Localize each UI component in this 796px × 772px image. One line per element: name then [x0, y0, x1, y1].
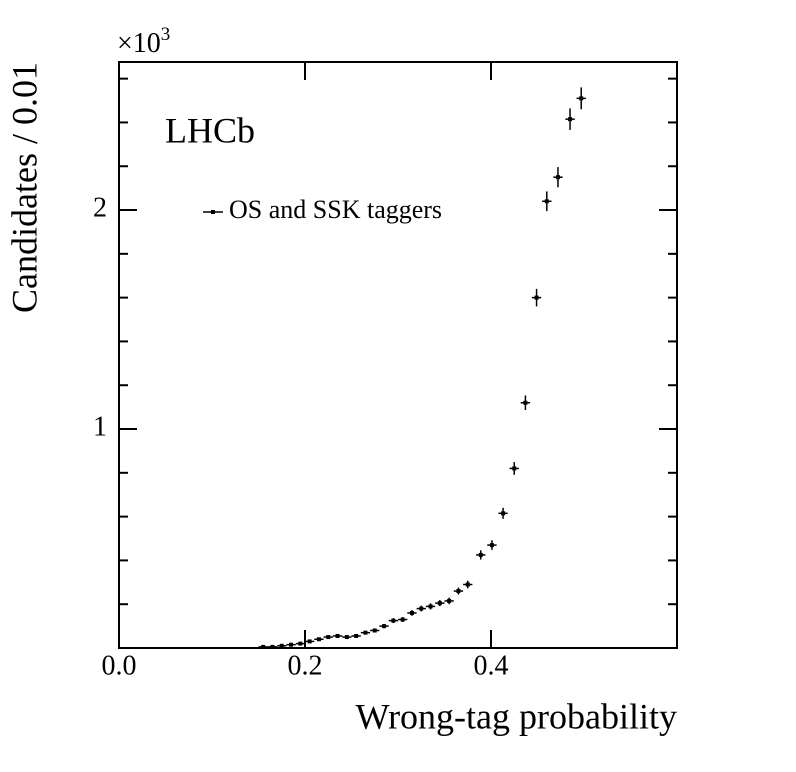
plot-frame — [118, 61, 678, 649]
y-tick-label: 2 — [93, 192, 107, 223]
data-point — [409, 610, 414, 615]
data-point — [279, 643, 284, 648]
legend-label: OS and SSK taggers — [229, 195, 442, 224]
x-tick-label: 0.0 — [102, 650, 137, 681]
data-point — [363, 630, 368, 635]
data-point — [437, 601, 442, 606]
data-point — [465, 582, 470, 587]
y-scale-exponent: 3 — [161, 24, 171, 45]
data-point — [512, 466, 517, 471]
data-point — [326, 635, 331, 640]
x-axis-label: Wrong-tag probability — [356, 696, 677, 736]
data-point — [501, 511, 506, 516]
data-point — [579, 96, 584, 101]
data-point — [400, 617, 405, 622]
data-point — [447, 598, 452, 603]
data-point — [456, 589, 461, 594]
data-point — [478, 552, 483, 557]
data-point — [316, 637, 321, 642]
y-tick-label: 1 — [93, 411, 107, 442]
data-point — [428, 604, 433, 609]
data-point — [307, 639, 312, 644]
data-point — [382, 624, 387, 629]
data-point — [555, 175, 560, 180]
data-point — [354, 633, 359, 638]
data-point — [335, 633, 340, 638]
data-point — [289, 642, 294, 647]
data-point — [544, 199, 549, 204]
data-point — [534, 295, 539, 300]
x-tick-label: 0.4 — [474, 650, 509, 681]
y-scale-base: ×10 — [117, 28, 161, 59]
y-scale-label: ×103 — [117, 24, 170, 59]
data-point — [344, 635, 349, 640]
data-point — [391, 618, 396, 623]
x-tick-label: 0.2 — [288, 650, 323, 681]
data-point — [489, 543, 494, 548]
data-point — [568, 117, 573, 122]
data-point — [419, 606, 424, 611]
y-axis-label: Candidates / 0.01 — [4, 62, 44, 313]
data-point — [261, 644, 266, 649]
data-point — [270, 644, 275, 649]
legend-marker — [211, 210, 215, 214]
data-point — [298, 641, 303, 646]
experiment-label: LHCb — [165, 110, 255, 150]
data-point — [523, 400, 528, 405]
data-point — [372, 628, 377, 633]
